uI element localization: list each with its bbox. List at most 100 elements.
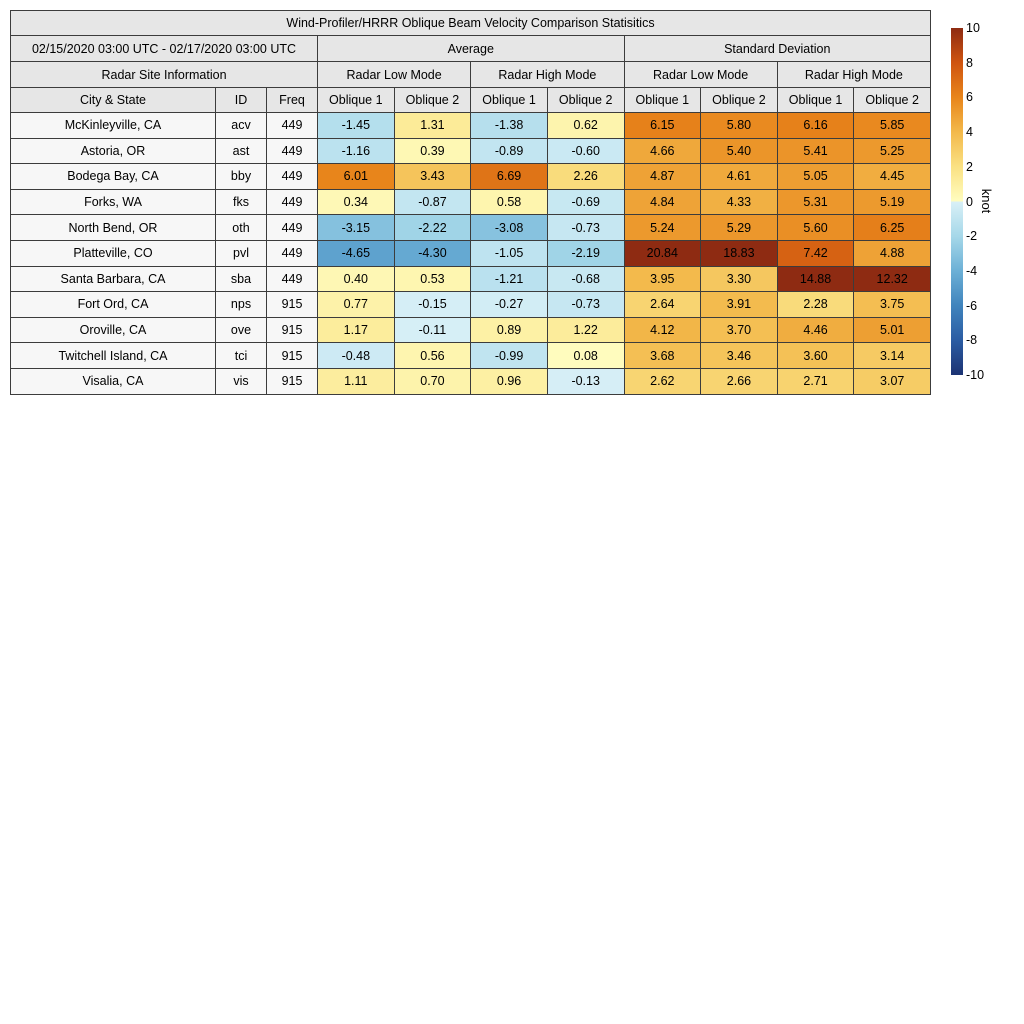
id-cell: fks (215, 188, 267, 216)
freq-cell: 449 (266, 163, 318, 190)
colorbar-tick-label: -6 (966, 298, 978, 313)
value-cell: -0.87 (393, 188, 472, 216)
value-cell: 1.22 (546, 316, 625, 344)
value-cell: -0.99 (470, 342, 548, 369)
value-cell: 12.32 (853, 265, 931, 293)
table-body: McKinleyville, CA acv 449 -1.45 1.31 -1.38 0.6… (10, 112, 931, 395)
value-cell: 5.85 (853, 112, 931, 139)
city-cell: Santa Barbara, CA (10, 265, 216, 293)
avg-high-mode-header: Radar High Mode (470, 61, 625, 88)
freq-cell: 449 (266, 265, 318, 293)
table-row: Visalia, CA vis 915 1.11 0.70 0.96 -0.13 2.62 2.… (10, 367, 931, 395)
value-cell: 3.43 (393, 163, 472, 190)
avg-low-oblique2-header: Oblique 2 (393, 87, 472, 113)
value-cell: 0.40 (317, 265, 395, 293)
value-cell: 5.19 (853, 188, 931, 216)
value-cell: -0.73 (546, 291, 625, 318)
date-range: 02/15/2020 03:00 UTC - 02/17/2020 03:00 … (10, 35, 318, 62)
group-header-average: Average (317, 35, 625, 62)
id-cell: sba (215, 265, 267, 293)
freq-header: Freq (266, 87, 318, 113)
value-cell: 1.17 (317, 316, 395, 344)
value-cell: 3.95 (623, 265, 702, 293)
colorbar-unit-label: knot (979, 188, 994, 214)
value-cell: 5.80 (700, 112, 778, 139)
colorbar-gradient (951, 28, 963, 375)
value-cell: 5.31 (776, 188, 855, 216)
value-cell: 4.33 (700, 188, 778, 216)
value-cell: 0.58 (470, 188, 548, 216)
id-cell: bby (215, 163, 267, 190)
id-cell: oth (215, 214, 267, 241)
freq-cell: 449 (266, 239, 318, 267)
value-cell: 5.60 (776, 214, 855, 241)
value-cell: 6.01 (317, 163, 395, 190)
value-cell: -4.65 (317, 239, 395, 267)
avg-high-oblique1-header: Oblique 1 (470, 87, 548, 113)
comparison-table: Wind-Profiler/HRRR Oblique Beam Velocity… (10, 10, 932, 395)
table-row: Santa Barbara, CA sba 449 0.40 0.53 -1.21 -0.6… (10, 265, 931, 293)
value-cell: -4.30 (393, 239, 472, 267)
value-cell: 4.12 (623, 316, 702, 344)
mode-header-row: Radar Site Information Radar Low Mode Ra… (10, 61, 932, 88)
city-cell: Oroville, CA (10, 316, 216, 344)
value-cell: 4.45 (853, 163, 931, 190)
colorbar-tick-label: -2 (966, 228, 978, 243)
colorbar-tick-label: -4 (966, 263, 978, 278)
city-cell: Twitchell Island, CA (10, 342, 216, 369)
id-cell: nps (215, 291, 267, 318)
value-cell: 3.70 (700, 316, 778, 344)
value-cell: 5.01 (853, 316, 931, 344)
value-cell: 5.29 (700, 214, 778, 241)
freq-cell: 915 (266, 316, 318, 344)
colorbar-tick-label: 0 (966, 194, 973, 209)
table-title: Wind-Profiler/HRRR Oblique Beam Velocity… (10, 10, 931, 36)
city-cell: Platteville, CO (10, 239, 216, 267)
value-cell: 4.66 (623, 137, 702, 165)
freq-cell: 915 (266, 342, 318, 369)
avg-low-mode-header: Radar Low Mode (316, 61, 472, 88)
colorbar-tick-label: -8 (966, 333, 978, 348)
value-cell: 4.88 (853, 239, 931, 267)
avg-low-oblique1-header: Oblique 1 (317, 87, 395, 113)
value-cell: 0.08 (546, 342, 625, 369)
value-cell: 7.42 (776, 239, 855, 267)
value-cell: 4.61 (700, 163, 778, 190)
value-cell: 2.66 (700, 367, 778, 395)
value-cell: -0.68 (546, 265, 625, 293)
city-cell: Astoria, OR (10, 137, 216, 165)
value-cell: -0.69 (546, 188, 625, 216)
value-cell: 5.25 (853, 137, 931, 165)
value-cell: -2.22 (393, 214, 472, 241)
value-cell: 2.26 (546, 163, 625, 190)
value-cell: -1.45 (317, 112, 395, 139)
value-cell: 3.91 (700, 291, 778, 318)
value-cell: 2.71 (776, 367, 855, 395)
id-cell: tci (215, 342, 267, 369)
value-cell: -3.15 (317, 214, 395, 241)
id-cell: ove (215, 316, 267, 344)
value-cell: 0.70 (393, 367, 472, 395)
value-cell: 0.53 (393, 265, 472, 293)
colorbar-tick-label: 4 (966, 124, 973, 139)
std-low-mode-header: Radar Low Mode (623, 61, 778, 88)
table-row: Forks, WA fks 449 0.34 -0.87 0.58 -0.69 4.84 4.3… (10, 188, 931, 216)
value-cell: 0.56 (393, 342, 472, 369)
table-row: Fort Ord, CA nps 915 0.77 -0.15 -0.27 -0.73 2.6… (10, 291, 931, 318)
id-cell: pvl (215, 239, 267, 267)
freq-cell: 449 (266, 112, 318, 139)
colorbar-tick-label: -10 (966, 367, 985, 382)
value-cell: 1.31 (393, 112, 472, 139)
value-cell: 6.16 (776, 112, 855, 139)
city-cell: Visalia, CA (10, 367, 216, 395)
value-cell: 20.84 (623, 239, 702, 267)
freq-cell: 449 (266, 214, 318, 241)
freq-cell: 449 (266, 188, 318, 216)
id-cell: ast (215, 137, 267, 165)
value-cell: 5.40 (700, 137, 778, 165)
value-cell: -1.38 (470, 112, 548, 139)
std-high-oblique1-header: Oblique 1 (776, 87, 855, 113)
value-cell: -1.16 (317, 137, 395, 165)
value-cell: 0.39 (393, 137, 472, 165)
